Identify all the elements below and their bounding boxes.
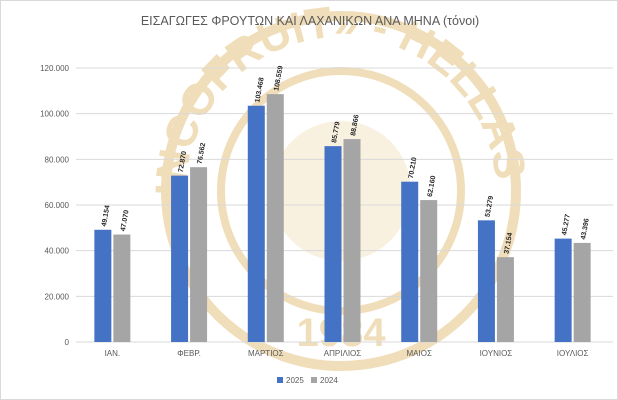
y-tick-label: 40.000 xyxy=(45,247,70,256)
data-label: 85.779 xyxy=(331,121,342,143)
y-tick-label: 20.000 xyxy=(45,292,70,301)
y-tick-label: 100.000 xyxy=(40,110,69,119)
data-label: 76.562 xyxy=(197,142,208,164)
x-tick-label: ΙΑΝ. xyxy=(105,349,121,358)
legend-label-2025: 2025 xyxy=(286,376,304,385)
bar-2024 xyxy=(343,139,361,342)
y-tick-label: 0 xyxy=(65,338,70,347)
bar-2024 xyxy=(113,234,131,342)
legend-swatch-2024 xyxy=(311,377,317,383)
bar-2025 xyxy=(247,105,265,342)
y-tick-label: 60.000 xyxy=(45,201,70,210)
data-label: 62.160 xyxy=(427,175,438,197)
bar-2025 xyxy=(94,229,112,342)
bar-2024 xyxy=(496,257,514,342)
data-label: 103.468 xyxy=(254,77,265,103)
legend-label-2024: 2024 xyxy=(320,376,338,385)
x-tick-label: ΑΠΡΙΛΙΟΣ xyxy=(324,349,361,358)
x-tick-label: ΙΟΥΝΙΟΣ xyxy=(480,349,513,358)
data-label: 88.866 xyxy=(350,114,361,136)
data-label: 72.870 xyxy=(178,151,189,173)
data-label: 43.396 xyxy=(580,218,591,240)
data-label: 37.154 xyxy=(504,232,515,254)
legend-swatch-2025 xyxy=(277,377,283,383)
bar-2024 xyxy=(266,94,284,342)
data-label: 47.070 xyxy=(120,209,131,231)
x-tick-label: ΜΑΙΟΣ xyxy=(407,349,432,358)
legend: 2025 2024 xyxy=(277,376,338,385)
bar-2025 xyxy=(401,181,419,342)
data-label: 49.154 xyxy=(101,205,112,227)
data-label: 53.279 xyxy=(485,195,496,217)
bar-2025 xyxy=(477,220,495,342)
bar-2025 xyxy=(554,238,572,342)
y-tick-label: 80.000 xyxy=(45,155,70,164)
bar-2024 xyxy=(573,242,591,342)
bar-2025 xyxy=(324,146,342,342)
x-tick-label: ΦΕΒΡ. xyxy=(177,349,201,358)
bar-2024 xyxy=(420,200,438,342)
x-tick-label: ΙΟΥΛΙΟΣ xyxy=(557,349,589,358)
x-tick-label: ΜΑΡΤΙΟΣ xyxy=(248,349,284,358)
data-label: 45.277 xyxy=(561,214,572,236)
chart-title: ΕΙΣΑΓΩΓΕΣ ΦΡΟΥΤΩΝ ΚΑΙ ΛΑΧΑΝΙΚΩΝ ΑΝΑ ΜΗΝΑ… xyxy=(141,14,479,28)
y-tick-label: 120.000 xyxy=(40,64,69,73)
data-label: 70.210 xyxy=(408,157,419,179)
bar-2025 xyxy=(171,175,189,342)
data-label: 108.559 xyxy=(273,65,284,91)
bar-2024 xyxy=(190,167,208,342)
